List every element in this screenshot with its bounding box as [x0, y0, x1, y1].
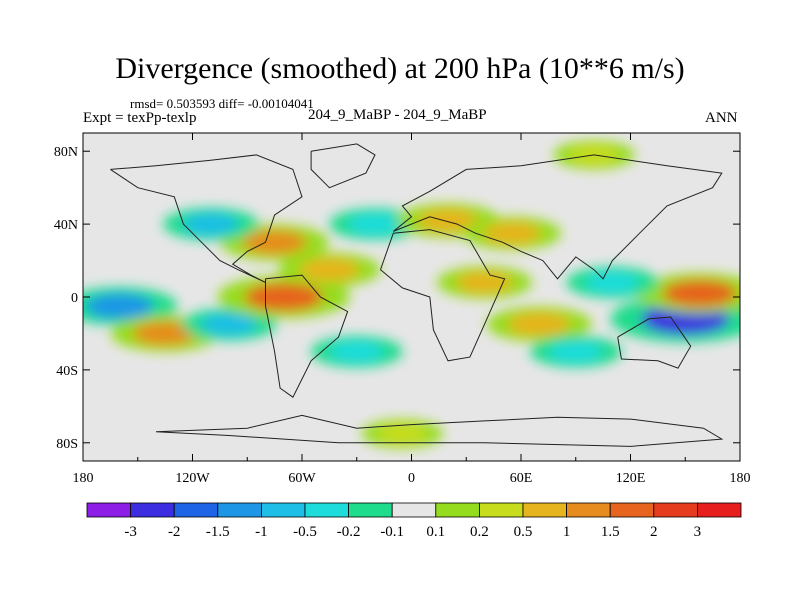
plot-background — [83, 133, 740, 461]
colorbar-label: -0.2 — [337, 524, 361, 540]
field-feature-4 — [299, 258, 360, 282]
colorbar-swatch — [348, 502, 393, 518]
colorbar-swatch — [86, 502, 131, 518]
colorbar-swatch — [609, 502, 655, 518]
y-tick-label: 80S — [56, 437, 78, 452]
colorbar-swatch — [478, 502, 524, 518]
colorbar-label: -0.5 — [293, 524, 317, 540]
field-feature-15 — [329, 341, 384, 363]
field-feature-11 — [508, 312, 571, 337]
y-tick-label: 80N — [54, 145, 78, 160]
colorbar-label: 2 — [650, 524, 658, 540]
colorbar-swatch — [697, 502, 742, 518]
africa-outline — [380, 229, 506, 362]
colorbar-label: -3 — [124, 524, 137, 540]
colorbar-swatch — [522, 502, 567, 518]
season-label: ANN — [705, 110, 738, 126]
antarctica-outline — [155, 414, 724, 447]
field-feature-10 — [456, 271, 513, 294]
colorbar-swatch — [566, 502, 611, 518]
field-feature-6 — [182, 213, 239, 235]
case-subtitle: 204_9_MaBP - 204_9_MaBP — [308, 107, 487, 123]
field-feature-16 — [548, 341, 603, 363]
colorbar-swatch — [304, 502, 349, 518]
x-tick-label: 60E — [510, 471, 533, 486]
colorbar-label: -0.1 — [380, 524, 404, 540]
x-tick-label: 60W — [288, 471, 316, 486]
x-tick-label: 180 — [73, 471, 94, 486]
colorbar-label: -1 — [255, 524, 268, 540]
colorbar-label: 3 — [694, 524, 702, 540]
greenland-outline — [310, 143, 376, 189]
chart-title: Divergence (smoothed) at 200 hPa (10**6 … — [115, 52, 685, 85]
colorbar-label: 0.2 — [470, 524, 489, 540]
field-feature-9 — [482, 222, 541, 245]
field-feature-17 — [378, 424, 427, 444]
x-tick-label: 0 — [408, 471, 415, 486]
colorbar-label: 0.1 — [426, 524, 445, 540]
australia-outline — [617, 316, 692, 369]
field-feature-7 — [348, 213, 402, 235]
y-tick-label: 40S — [56, 364, 78, 379]
coastline-outline — [110, 143, 724, 447]
colorbar-swatch — [260, 502, 306, 518]
field-feature-8 — [418, 209, 478, 232]
south-america-outline — [265, 274, 349, 398]
colorbar-swatch — [173, 502, 219, 518]
y-tick-label: 40N — [54, 218, 78, 233]
x-tick-label: 120E — [616, 471, 646, 486]
colorbar-swatch — [391, 502, 437, 518]
field-feature-3 — [244, 282, 323, 312]
colorbar-label: -2 — [168, 524, 181, 540]
field-feature-0 — [85, 293, 154, 319]
field-feature-5 — [242, 230, 307, 255]
colorbar-label: 0.5 — [514, 524, 533, 540]
colorbar-swatch — [217, 502, 262, 518]
plot-axes: 180 120W 60W 0 60E 120E 180 80N 40N 0 40S 80S — [54, 132, 751, 486]
rmsd-diff-stats: rmsd= 0.503593 diff= -0.00104041 — [130, 96, 314, 111]
eurasia-outline — [392, 154, 723, 280]
colorbar-label: -1.5 — [206, 524, 230, 540]
field-feature-13 — [662, 279, 737, 307]
colorbar-swatch — [435, 502, 480, 518]
colorbar-swatch — [653, 502, 698, 518]
colorbar: -3 -2 -1.5 -1 -0.5 -0.2 -0.1 0.1 0.2 0.5 1 1.5 2 3 — [86, 502, 742, 540]
field-feature-2 — [201, 313, 257, 336]
field-feature-14 — [585, 271, 640, 293]
experiment-label: Expt = texPp-texlp — [83, 110, 197, 126]
north-america-outline — [110, 154, 303, 283]
y-tick-label: 0 — [71, 291, 78, 306]
x-tick-label: 120W — [175, 471, 210, 486]
plot-area-background — [83, 133, 740, 461]
colorbar-swatch — [130, 502, 175, 518]
colorbar-label: 1 — [563, 524, 571, 540]
field-feature-1 — [133, 321, 198, 346]
x-tick-label: 180 — [730, 471, 751, 486]
colorbar-label: 1.5 — [601, 524, 620, 540]
